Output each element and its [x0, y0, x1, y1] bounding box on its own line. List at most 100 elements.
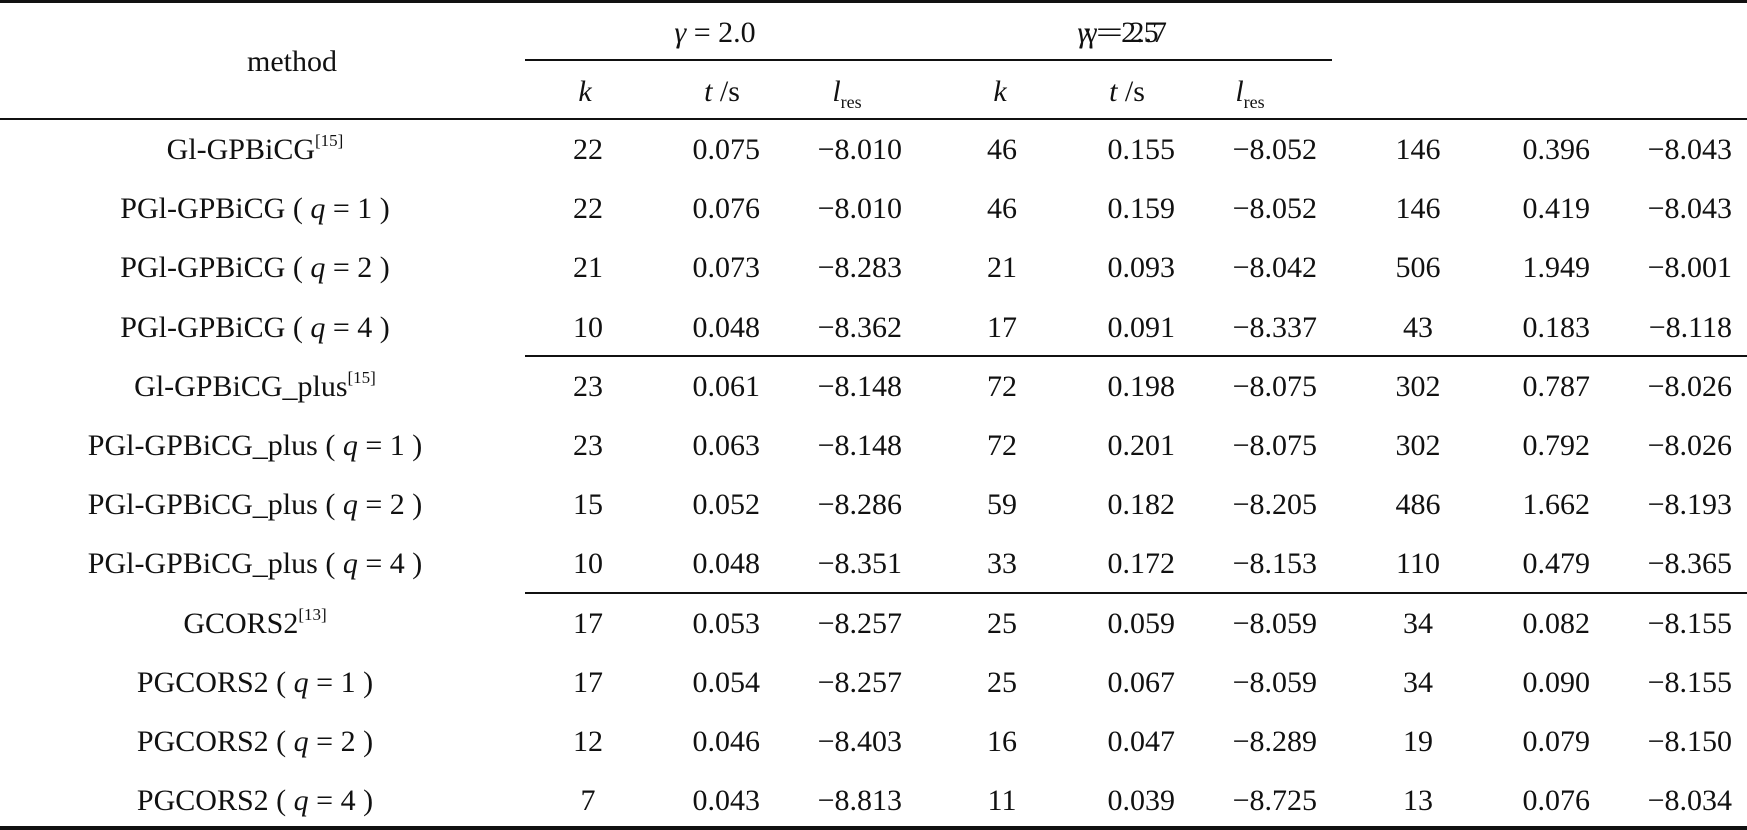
time-cell: 0.182 [1107, 488, 1176, 522]
iterations-cell: 19 [1403, 725, 1433, 758]
method-cell: PGl-GPBiCG_plus ( q = 4 ) [87, 547, 423, 581]
residual-cell: −8.010 [817, 133, 902, 166]
method-cell: PGl-GPBiCG_plus ( q = 1 ) [87, 429, 423, 462]
residual-cell: −8.155 [1647, 606, 1732, 640]
iterations-cell: 25 [987, 606, 1017, 640]
citation-ref: [15] [315, 131, 344, 150]
iterations-cell: 72 [987, 369, 1017, 403]
method-cell: PGl-GPBiCG ( q = 4 ) [120, 310, 390, 344]
residual-cell: −8.042 [1232, 251, 1317, 285]
iterations-cell: 21 [987, 251, 1017, 285]
method-name: PGl-GPBiCG_plus [87, 488, 318, 522]
method-name: Gl-GPBiCG [166, 133, 316, 166]
time-cell: 0.787 [1522, 369, 1591, 403]
residual-cell: −8.289 [1232, 725, 1317, 758]
time-cell: 0.479 [1522, 547, 1591, 581]
method-name: PGl-GPBiCG [120, 251, 286, 285]
time-cell: 0.093 [1107, 251, 1176, 285]
residual-cell: −8.059 [1232, 665, 1317, 699]
time-cell: 0.076 [1522, 784, 1591, 818]
residual-cell: −8.075 [1232, 369, 1317, 403]
residual-cell: −8.043 [1647, 133, 1732, 166]
residual-cell: −8.283 [817, 251, 902, 285]
col-header-k: k [993, 75, 1007, 108]
residual-cell: −8.052 [1232, 192, 1317, 226]
method-name: PGl-GPBiCG [120, 310, 286, 344]
iterations-cell: 46 [987, 133, 1017, 166]
time-cell: 0.076 [692, 192, 761, 226]
iterations-cell: 486 [1395, 488, 1441, 522]
col-header-k: k [578, 75, 592, 108]
iterations-cell: 16 [987, 725, 1017, 758]
residual-cell: −8.153 [1232, 547, 1317, 581]
iterations-cell: 10 [573, 310, 603, 344]
iterations-cell: 11 [987, 784, 1017, 818]
q-parameter: 4 [340, 784, 356, 818]
time-cell: 0.073 [692, 251, 761, 285]
method-name: PGl-GPBiCG [120, 192, 286, 226]
time-cell: 0.054 [692, 665, 761, 699]
time-cell: 0.061 [692, 369, 761, 403]
col-header-lres: lres [832, 77, 861, 112]
iterations-cell: 22 [573, 192, 603, 226]
time-cell: 0.201 [1107, 429, 1176, 462]
group-header-1: γ = 2.0 [674, 16, 756, 49]
residual-cell: −8.075 [1232, 429, 1317, 462]
col-header-time-symbol: t [704, 75, 713, 108]
method-cell: PGCORS2 ( q = 4 ) [136, 784, 374, 818]
iterations-cell: 10 [573, 547, 603, 581]
residual-cell: −8.257 [817, 665, 902, 699]
iterations-cell: 25 [987, 665, 1017, 699]
residual-cell: −8.205 [1232, 488, 1317, 522]
q-parameter: 2 [340, 725, 356, 758]
time-cell: 0.159 [1107, 192, 1176, 226]
residual-cell: −8.351 [817, 547, 902, 581]
time-cell: 0.155 [1107, 133, 1176, 166]
time-cell: 1.662 [1522, 488, 1591, 522]
citation-ref: [13] [298, 604, 327, 624]
bottom-rule [0, 826, 1747, 830]
time-cell: 0.091 [1107, 310, 1176, 344]
citation-ref: [15] [347, 367, 376, 387]
residual-cell: −8.193 [1647, 488, 1732, 522]
residual-cell: −8.118 [1648, 310, 1732, 344]
residual-cell: −8.148 [817, 429, 902, 462]
col-header-lres-symbol: l [1235, 75, 1244, 108]
q-parameter: 1 [340, 665, 356, 699]
iterations-cell: 72 [987, 429, 1017, 462]
method-cell: Gl-GPBiCG[15] [166, 132, 344, 166]
residual-cell: −8.286 [817, 488, 902, 522]
method-cell: PGl-GPBiCG ( q = 2 ) [120, 251, 390, 285]
time-cell: 0.063 [692, 429, 761, 462]
time-cell: 0.183 [1522, 310, 1591, 344]
iterations-cell: 46 [987, 192, 1017, 226]
iterations-cell: 506 [1395, 251, 1441, 285]
residual-cell: −8.010 [817, 192, 902, 226]
residual-cell: −8.155 [1647, 665, 1732, 699]
q-parameter: 1 [389, 429, 405, 462]
iterations-cell: 23 [573, 369, 603, 403]
top-rule [0, 0, 1747, 3]
iterations-cell: 17 [987, 310, 1017, 344]
time-cell: 0.046 [692, 725, 761, 758]
iterations-cell: 12 [573, 725, 603, 758]
method-name: GCORS2 [183, 606, 299, 640]
residual-cell: −8.001 [1647, 251, 1732, 285]
time-cell: 0.053 [692, 606, 761, 640]
method-cell: Gl-GPBiCG_plus[15] [134, 369, 376, 402]
residual-cell: −8.034 [1647, 784, 1732, 818]
method-name: PGCORS2 [136, 665, 269, 699]
method-cell: GCORS2[13] [183, 606, 326, 640]
time-cell: 1.949 [1522, 251, 1591, 285]
col-header-time-unit: /s [1117, 75, 1145, 108]
time-cell: 0.048 [692, 547, 761, 581]
residual-cell: −8.403 [817, 725, 902, 758]
iterations-cell: 302 [1395, 429, 1441, 462]
residual-cell: −8.813 [817, 784, 902, 818]
q-parameter: 1 [357, 192, 373, 226]
time-cell: 0.198 [1107, 369, 1176, 403]
method-name: PGCORS2 [136, 725, 269, 758]
residual-cell: −8.365 [1647, 547, 1732, 581]
iterations-cell: 110 [1396, 547, 1440, 581]
header-rule [0, 118, 1747, 120]
